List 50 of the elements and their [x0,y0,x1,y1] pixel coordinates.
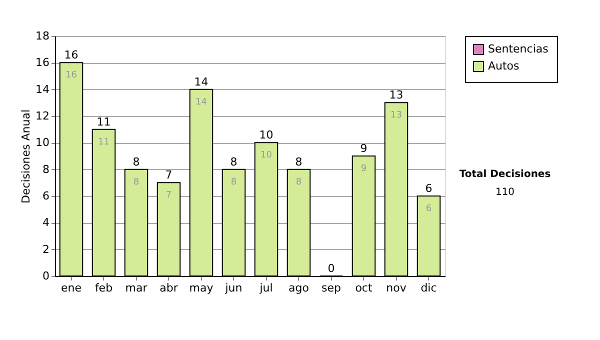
y-tick-label: 8 [42,162,50,176]
total-label: 16 [64,48,78,62]
data-label: 10 [260,150,272,161]
total-label: 0 [328,262,335,275]
y-tick-label: 2 [42,242,50,256]
data-label: 8 [296,177,302,188]
y-tick-label: 16 [36,56,50,70]
x-tick-label: ene [60,282,82,294]
data-label: 7 [166,190,172,201]
x-tick-label: sep [322,282,342,294]
total-label: 8 [132,155,140,168]
data-label: 9 [360,164,367,174]
total-label: 14 [194,75,208,88]
text: Total Decisiones [459,169,551,180]
data-label: 11 [98,137,110,148]
x-tick-label: nov [386,282,407,294]
legend-label: Autos [488,60,520,72]
y-tick-label: 18 [36,30,50,42]
y-tick-label: 10 [36,136,50,150]
x-tick-label: jul [258,282,273,294]
data-label: 16 [66,70,78,81]
x-tick-label: mar [125,282,148,294]
y-tick-label: 12 [36,110,50,122]
x-tick-label: ago [288,282,310,294]
y-tick-label: 14 [36,82,50,96]
total-label: 6 [425,182,432,195]
total-label: 10 [259,128,274,142]
data-label: 6 [426,204,432,214]
legend-label: Sentencias [488,42,549,56]
total-label: 11 [96,115,111,128]
x-tick-label: abr [160,282,178,294]
y-tick-label: 4 [42,216,50,230]
total-label: 8 [295,155,302,168]
data-label: 13 [390,110,402,121]
x-tick-label: may [189,282,214,294]
text: 110 [495,187,515,198]
y-tick-label: 6 [42,190,50,202]
total-label: 13 [389,88,404,102]
y-tick-label: 0 [42,270,50,282]
y-axis-title: Decisiones Anual [20,109,33,204]
x-tick-label: dic [420,282,437,294]
data-label: 8 [133,177,140,188]
x-tick-label: jun [224,282,242,294]
x-tick-label: oct [355,282,373,294]
data-label: 14 [196,97,208,108]
total-label: 8 [230,155,238,168]
x-tick-label: feb [94,282,113,294]
total-label: 7 [165,168,172,182]
total-label: 9 [360,142,368,155]
data-label: 8 [230,177,237,188]
